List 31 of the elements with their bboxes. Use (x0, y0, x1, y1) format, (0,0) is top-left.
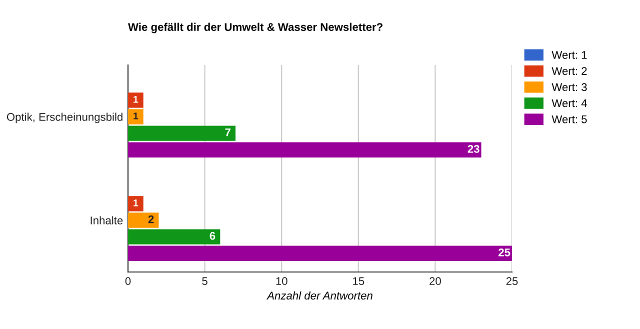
x-tick-label: 5 (202, 277, 208, 286)
bar (128, 196, 144, 212)
bar (128, 126, 236, 141)
bar (128, 212, 159, 228)
y-tick-label: Inhalte (90, 216, 123, 224)
data-label: 7 (225, 128, 230, 136)
data-label: 6 (210, 232, 216, 240)
x-axis-title: Anzahl der Antworten (266, 291, 372, 300)
data-label: 1 (134, 96, 138, 103)
bar (128, 246, 512, 261)
legend-label: Wert: 5 (552, 115, 587, 124)
x-tick-label: 25 (506, 277, 518, 286)
bar (128, 142, 482, 158)
y-tick-label: Optik, Erscheinungsbild (6, 112, 122, 124)
x-tick-label: 10 (276, 277, 288, 286)
data-label: 23 (468, 144, 480, 153)
x-tick-label: 15 (353, 277, 364, 286)
legend-label: Wert: 3 (552, 83, 587, 92)
bar (128, 109, 144, 124)
x-tick-label: 0 (125, 277, 131, 286)
legend-label: Wert: 1 (552, 51, 587, 59)
bar (128, 92, 144, 108)
data-label: 1 (134, 112, 138, 120)
data-label: 25 (498, 248, 510, 256)
legend-label: Wert: 4 (552, 99, 587, 108)
data-label: 2 (148, 215, 154, 224)
chart-title: Wie gefällt dir der Umwelt & Wasser Newsletter? (128, 22, 382, 34)
bar (128, 229, 220, 244)
legend-label: Wert: 2 (552, 67, 587, 75)
x-tick-label: 20 (430, 277, 441, 286)
data-label: 1 (134, 200, 138, 206)
